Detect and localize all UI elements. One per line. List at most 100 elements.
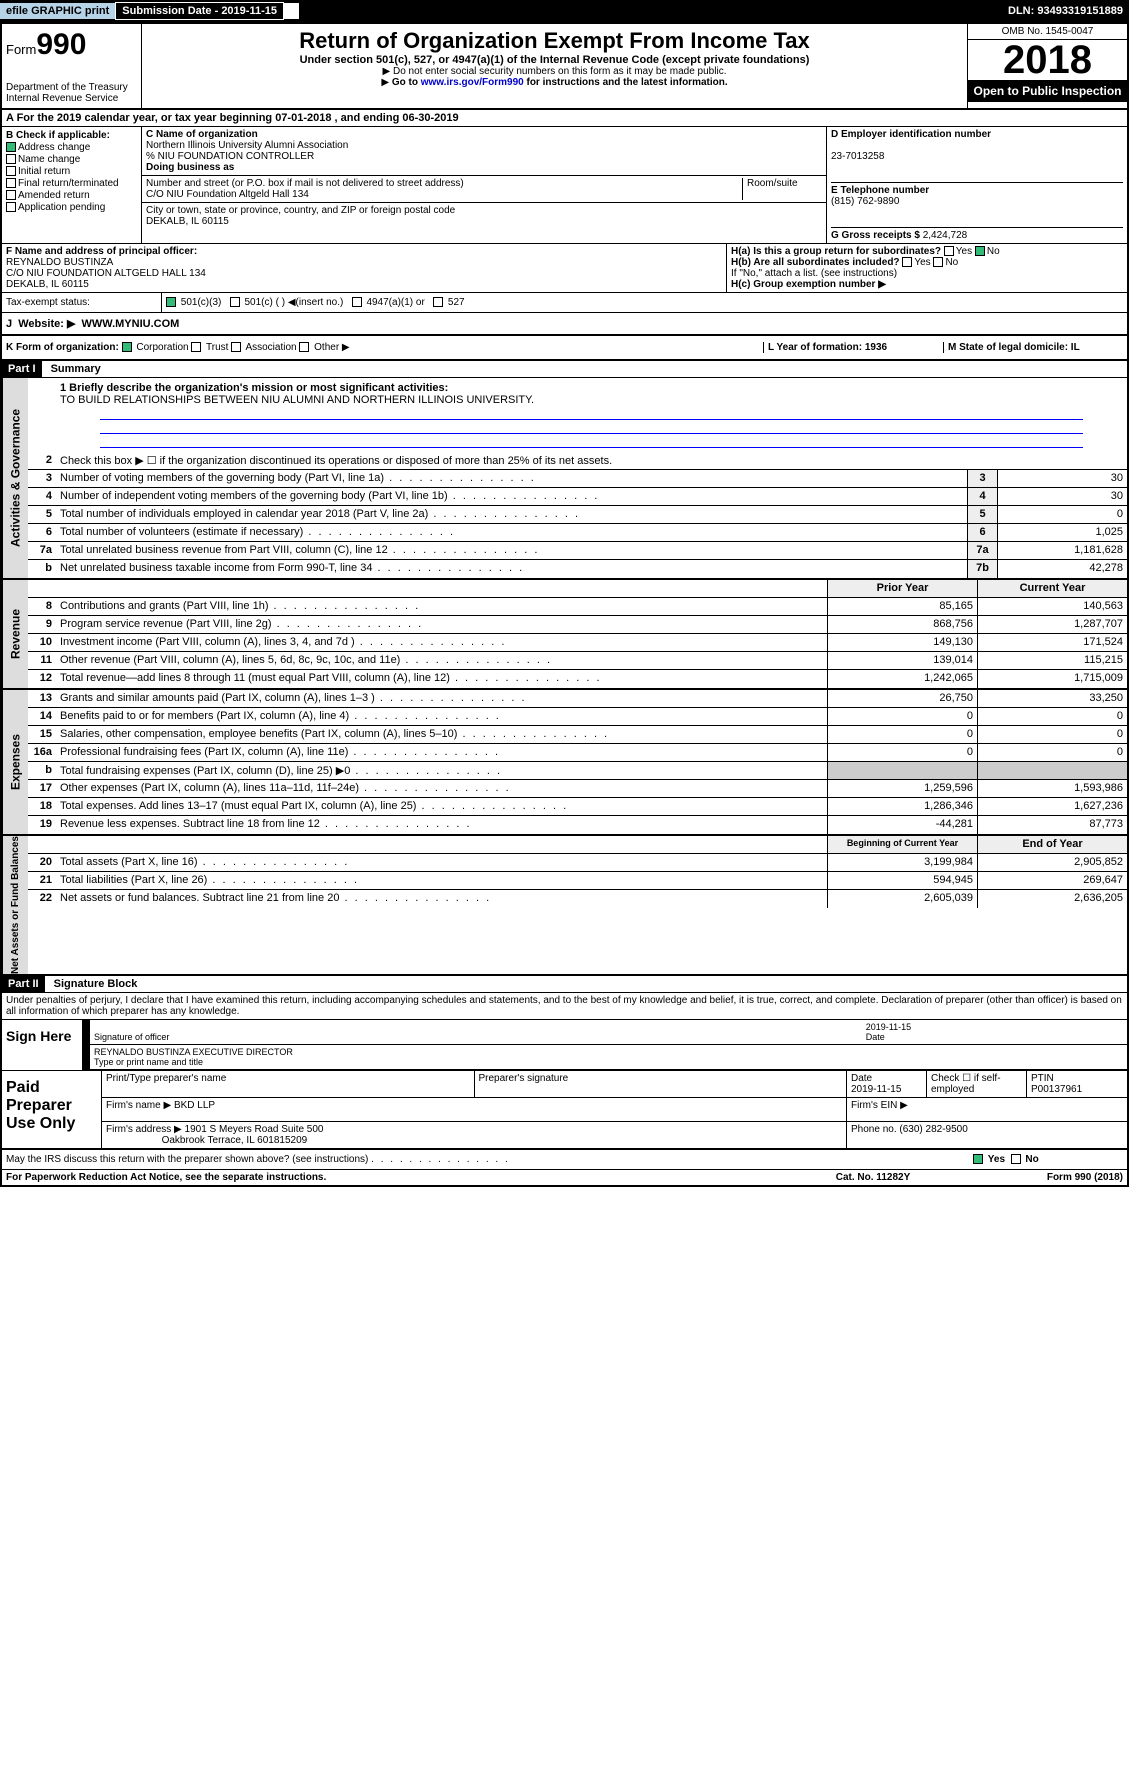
q2-text: Check this box ▶ ☐ if the organization d…	[56, 452, 1127, 469]
blank-line	[100, 406, 1083, 420]
org-name-label: C Name of organization	[146, 129, 258, 140]
dba-label: Doing business as	[146, 162, 234, 173]
checkbox-initial[interactable]	[6, 166, 16, 176]
checkbox-discuss-no[interactable]	[1011, 1154, 1021, 1164]
lbl-pending: Application pending	[18, 202, 105, 213]
sig-date-label: Date	[866, 1032, 885, 1042]
prior-year-value: 139,014	[827, 652, 977, 669]
prior-year-value: -44,281	[827, 816, 977, 834]
checkbox-amended[interactable]	[6, 190, 16, 200]
footer: For Paperwork Reduction Act Notice, see …	[2, 1170, 1127, 1185]
website-value: WWW.MYNIU.COM	[82, 318, 180, 330]
checkbox-hb-yes[interactable]	[902, 257, 912, 267]
line-num: 14	[28, 708, 56, 725]
line-value: 30	[997, 470, 1127, 487]
line-value: 1,025	[997, 524, 1127, 541]
line-desc: Grants and similar amounts paid (Part IX…	[56, 690, 827, 707]
lbl-name-change: Name change	[18, 154, 80, 165]
efile-label[interactable]: efile GRAPHIC print	[0, 3, 115, 19]
checkbox-ha-yes[interactable]	[944, 246, 954, 256]
line-desc: Other revenue (Part VIII, column (A), li…	[56, 652, 827, 669]
perjury-declaration: Under penalties of perjury, I declare th…	[2, 993, 1127, 1020]
officer-label: F Name and address of principal officer:	[6, 246, 197, 257]
current-year-value: 1,287,707	[977, 616, 1127, 633]
row-klm: K Form of organization: Corporation Trus…	[2, 336, 1127, 361]
checkbox-trust[interactable]	[191, 342, 201, 352]
table-row: 22 Net assets or fund balances. Subtract…	[28, 890, 1127, 908]
table-row: 6 Total number of volunteers (estimate i…	[28, 524, 1127, 542]
section-bcd: B Check if applicable: Address change Na…	[2, 127, 1127, 244]
firm-addr-label: Firm's address ▶	[106, 1124, 182, 1135]
vtab-revenue: Revenue	[2, 580, 28, 688]
tax-year: 2018	[968, 40, 1127, 80]
table-row: 17 Other expenses (Part IX, column (A), …	[28, 780, 1127, 798]
line-box: 3	[967, 470, 997, 487]
checkbox-name-change[interactable]	[6, 154, 16, 164]
line-desc: Revenue less expenses. Subtract line 18 …	[56, 816, 827, 834]
website-label: Website: ▶	[18, 318, 75, 330]
checkbox-501c3[interactable]	[166, 297, 176, 307]
k-label: K Form of organization:	[6, 342, 119, 353]
paid-preparer-label: Paid Preparer Use Only	[2, 1071, 102, 1148]
line-box: 4	[967, 488, 997, 505]
tel-value: (815) 762-9890	[831, 196, 899, 207]
header-right: OMB No. 1545-0047 2018 Open to Public In…	[967, 24, 1127, 108]
ein-value: 23-7013258	[831, 151, 884, 162]
table-row: b Net unrelated business taxable income …	[28, 560, 1127, 578]
current-year-value: 33,250	[977, 690, 1127, 707]
line-num: 13	[28, 690, 56, 707]
line-num: 21	[28, 872, 56, 889]
checkbox-corp[interactable]	[122, 342, 132, 352]
prior-year-value: 0	[827, 726, 977, 743]
checkbox-4947[interactable]	[352, 297, 362, 307]
goto-post: for instructions and the latest informat…	[524, 77, 728, 88]
table-row: 13 Grants and similar amounts paid (Part…	[28, 690, 1127, 708]
checkbox-hb-no[interactable]	[933, 257, 943, 267]
checkbox-discuss-yes[interactable]	[973, 1154, 983, 1164]
line-num: b	[28, 762, 56, 779]
state-domicile: M State of legal domicile: IL	[948, 342, 1080, 353]
form-title: Return of Organization Exempt From Incom…	[146, 28, 963, 54]
officer-addr: C/O NIU FOUNDATION ALTGELD HALL 134 DEKA…	[6, 268, 206, 290]
checkbox-other[interactable]	[299, 342, 309, 352]
hdr-prior-year: Prior Year	[827, 580, 977, 597]
hb-yes: Yes	[914, 257, 930, 268]
line-desc: Total liabilities (Part X, line 26)	[56, 872, 827, 889]
sig-date: 2019-11-15	[866, 1022, 911, 1032]
prep-date-label: Date	[851, 1073, 872, 1084]
officer-print-name: REYNALDO BUSTINZA EXECUTIVE DIRECTOR	[94, 1047, 293, 1057]
blank-line	[100, 420, 1083, 434]
ptin-label: PTIN	[1031, 1073, 1054, 1084]
net-assets-section: Net Assets or Fund Balances Beginning of…	[2, 836, 1127, 976]
checkbox-final[interactable]	[6, 178, 16, 188]
current-year-value: 115,215	[977, 652, 1127, 669]
table-row: 4 Number of independent voting members o…	[28, 488, 1127, 506]
ha-no: No	[987, 246, 1000, 257]
line-box: 7b	[967, 560, 997, 578]
col-c: C Name of organization Northern Illinois…	[142, 127, 827, 243]
col-cd: C Name of organization Northern Illinois…	[142, 127, 1127, 243]
checkbox-501c[interactable]	[230, 297, 240, 307]
row-a-text: A For the 2019 calendar year, or tax yea…	[6, 112, 459, 124]
prep-sig-label: Preparer's signature	[475, 1071, 848, 1097]
header-left: Form990 Department of the Treasury Inter…	[2, 24, 142, 108]
h-b: H(b) Are all subordinates included?	[731, 257, 900, 268]
header-mid: Return of Organization Exempt From Incom…	[142, 24, 967, 108]
checkbox-527[interactable]	[433, 297, 443, 307]
line-desc: Professional fundraising fees (Part IX, …	[56, 744, 827, 761]
checkbox-assoc[interactable]	[231, 342, 241, 352]
prior-year-value: 0	[827, 744, 977, 761]
checkbox-address-change[interactable]	[6, 142, 16, 152]
line-num: 3	[28, 470, 56, 487]
table-row: 11 Other revenue (Part VIII, column (A),…	[28, 652, 1127, 670]
line-num: 5	[28, 506, 56, 523]
hdr-beginning: Beginning of Current Year	[827, 836, 977, 853]
irs-link[interactable]: www.irs.gov/Form990	[421, 77, 524, 88]
lbl-final: Final return/terminated	[18, 178, 119, 189]
line-num: 12	[28, 670, 56, 688]
checkbox-pending[interactable]	[6, 202, 16, 212]
checkbox-ha-no[interactable]	[975, 246, 985, 256]
sign-here-section: Sign Here Signature of officer 2019-11-1…	[2, 1020, 1127, 1071]
line-box: 7a	[967, 542, 997, 559]
prior-year-value: 594,945	[827, 872, 977, 889]
